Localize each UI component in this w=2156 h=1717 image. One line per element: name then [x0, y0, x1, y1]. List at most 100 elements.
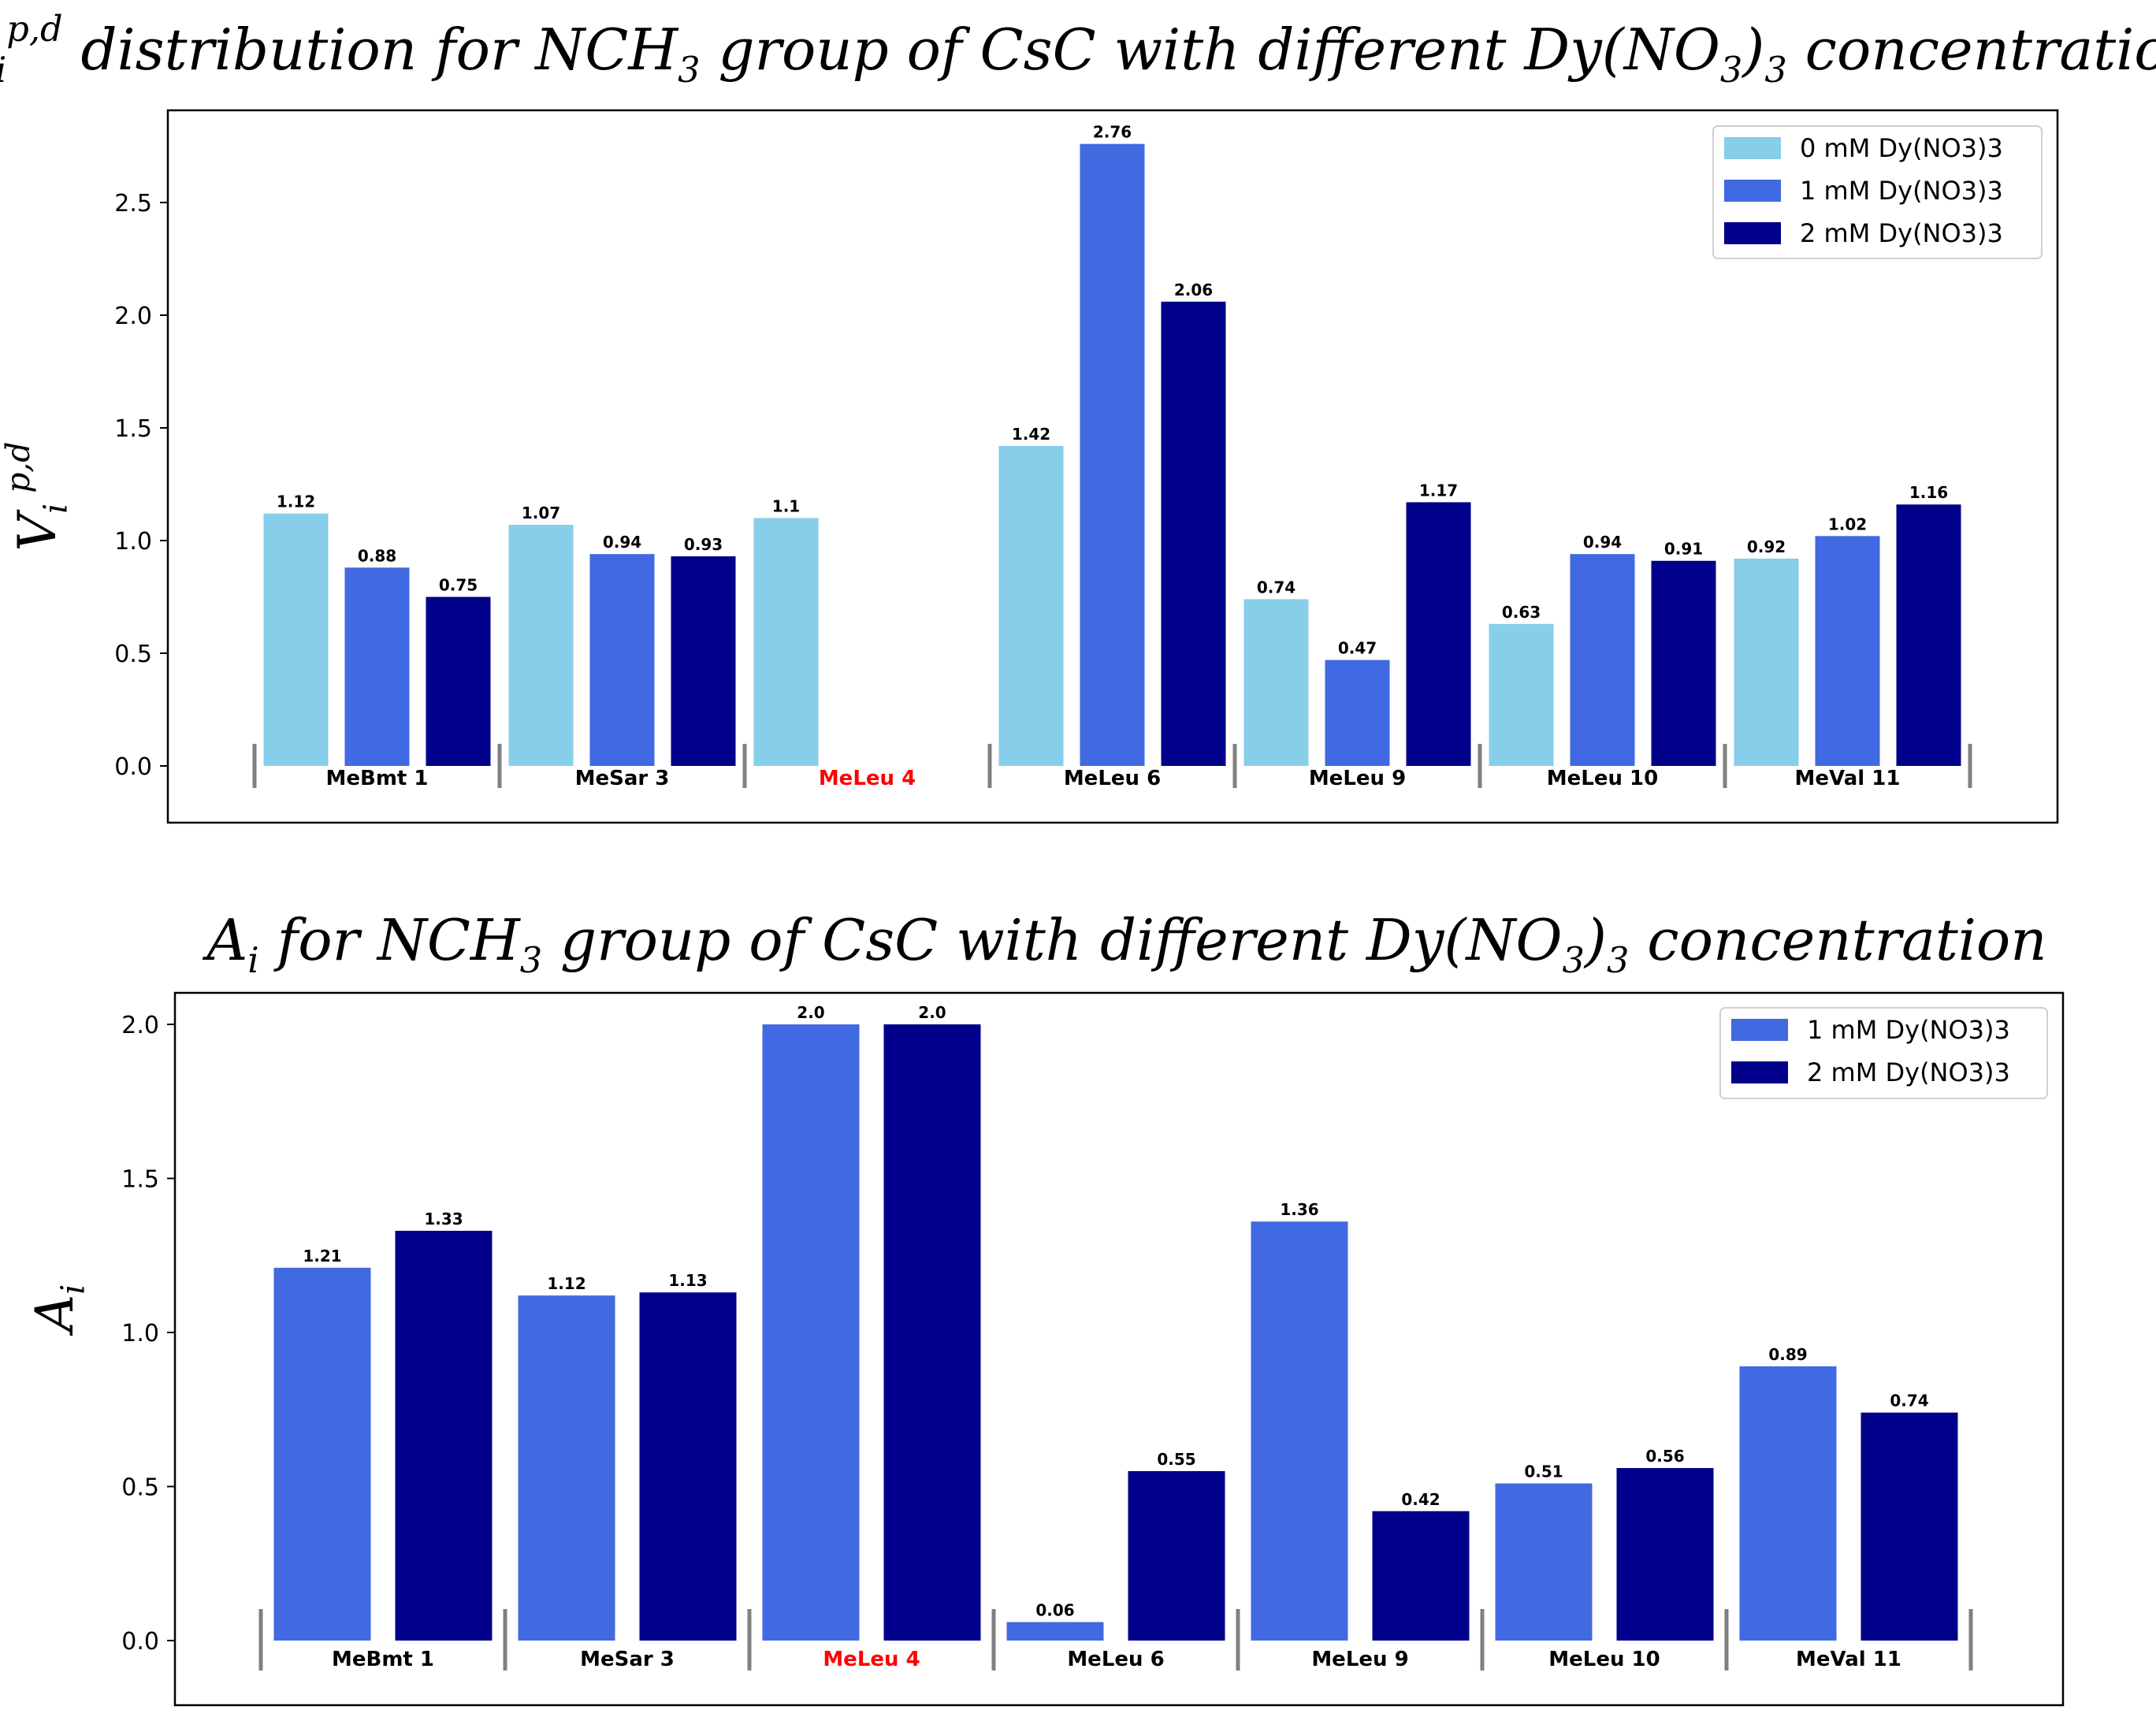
bar-value-label: 1.07 — [522, 504, 560, 522]
bar-value-label: 2.0 — [918, 1003, 946, 1022]
text-part: 3 — [1607, 940, 1629, 981]
category-label: MeVal 11 — [1795, 767, 1901, 790]
bar — [1161, 301, 1226, 767]
text-part: 3 — [1562, 940, 1584, 981]
text-part: i — [37, 504, 75, 514]
bar — [1325, 660, 1390, 766]
legend: 1 mM Dy(NO3)3 2 mM Dy(NO3)3 — [1719, 1007, 2048, 1099]
vpd-chart: Vip,d distribution for NCH3 group of CsC… — [0, 9, 2156, 824]
bar-value-label: 0.51 — [1524, 1462, 1563, 1481]
bar-value-label: 0.92 — [1747, 537, 1786, 556]
bar-value-label: 0.89 — [1768, 1345, 1807, 1364]
bar-value-label: 1.17 — [1419, 481, 1458, 500]
bar — [1570, 554, 1635, 766]
bar-value-label: 0.74 — [1257, 578, 1295, 596]
bar-value-label: 0.93 — [684, 535, 723, 554]
text-part: A — [202, 907, 247, 973]
chart-title: Ai for NCH3 group of CsC with different … — [202, 907, 2046, 981]
y-axis-label: Ai — [24, 1284, 92, 1337]
category-label: MeSar 3 — [580, 1648, 675, 1671]
bar — [1860, 1412, 1958, 1641]
bar — [1495, 1483, 1593, 1641]
bar — [263, 513, 329, 766]
legend-label: 2 mM Dy(NO3)3 — [1807, 1057, 2010, 1087]
y-tick-label: 1.5 — [114, 415, 152, 443]
bar-value-label: 2.0 — [797, 1003, 824, 1022]
category-label: MeLeu 9 — [1311, 1648, 1408, 1671]
bar — [1616, 1468, 1714, 1641]
text-part: concentration — [1629, 907, 2046, 973]
category-label: MeLeu 10 — [1547, 767, 1658, 790]
text-part: A — [24, 1295, 85, 1337]
text-part: p,d — [0, 441, 37, 503]
bar-value-label: 1.12 — [547, 1274, 585, 1293]
bar — [1815, 536, 1880, 766]
bar-value-label: 1.13 — [668, 1271, 707, 1290]
legend-label: 2 mM Dy(NO3)3 — [1800, 218, 2003, 248]
plot-area-frame — [173, 991, 2065, 1707]
bar-value-label: 1.33 — [424, 1210, 463, 1228]
y-tick-label: 2.5 — [114, 190, 152, 217]
legend-swatch — [1724, 180, 1781, 202]
text-part: 3 — [1764, 50, 1786, 91]
text-part: i — [0, 50, 6, 91]
category-label: MeBmt 1 — [326, 767, 429, 790]
bar — [1080, 143, 1145, 766]
bar — [1372, 1511, 1470, 1641]
bar — [589, 554, 655, 766]
y-tick-label: 0.5 — [114, 641, 152, 668]
bar — [1734, 558, 1799, 766]
legend-label: 1 mM Dy(NO3)3 — [1800, 176, 2003, 206]
text-part: p,d — [6, 9, 62, 50]
text-part: 3 — [1720, 50, 1742, 91]
y-tick-label: 0.0 — [114, 753, 152, 781]
text-part: ) — [1741, 17, 1764, 83]
bar-value-label: 0.74 — [1890, 1392, 1928, 1410]
bar-value-label: 1.42 — [1012, 425, 1050, 444]
text-part: i — [247, 940, 258, 981]
chart-title: Vip,d distribution for NCH3 group of CsC… — [0, 9, 2156, 91]
bar — [753, 518, 819, 766]
bar-value-label: 1.1 — [772, 496, 800, 515]
bar — [1739, 1366, 1837, 1641]
bar — [1651, 560, 1716, 766]
bar — [1896, 504, 1961, 766]
bar — [671, 556, 736, 766]
bar — [1243, 599, 1309, 766]
legend-frame — [1712, 125, 2043, 259]
legend-swatch — [1731, 1019, 1788, 1041]
bar-value-label: 0.55 — [1157, 1450, 1195, 1469]
bar-value-label: 0.91 — [1664, 540, 1703, 559]
text-part: 3 — [678, 50, 700, 91]
bar — [1489, 623, 1554, 766]
category-label: MeLeu 4 — [823, 1648, 920, 1671]
y-tick-label: 2.0 — [121, 1012, 159, 1039]
bar — [883, 1024, 981, 1641]
bar-value-label: 1.02 — [1828, 515, 1867, 533]
bar-value-label: 0.56 — [1645, 1447, 1684, 1466]
category-label: MeLeu 10 — [1548, 1648, 1660, 1671]
text-part: i — [54, 1284, 92, 1295]
bar-value-label: 0.63 — [1502, 603, 1541, 622]
bar — [273, 1267, 371, 1641]
bar — [639, 1292, 737, 1641]
bar — [1406, 502, 1471, 766]
y-tick-label: 1.0 — [114, 528, 152, 556]
legend: 0 mM Dy(NO3)3 1 mM Dy(NO3)3 2 mM Dy(NO3)3 — [1712, 125, 2043, 259]
legend-label: 1 mM Dy(NO3)3 — [1807, 1015, 2010, 1045]
bar-value-label: 0.75 — [439, 576, 478, 595]
text-part: concentration — [1787, 17, 2156, 83]
y-tick-label: 0.0 — [121, 1628, 159, 1656]
category-label: MeSar 3 — [575, 767, 670, 790]
text-part: distribution for NCH — [63, 17, 679, 83]
bar-value-label: 0.42 — [1401, 1490, 1440, 1509]
bar — [998, 445, 1064, 766]
bar-value-label: 2.06 — [1174, 281, 1213, 299]
bar — [1006, 1622, 1104, 1641]
bar — [1128, 1470, 1225, 1641]
category-label: MeBmt 1 — [332, 1648, 434, 1671]
y-tick-label: 2.0 — [114, 303, 152, 330]
bar-value-label: 1.16 — [1909, 483, 1948, 502]
legend-swatch — [1731, 1061, 1788, 1083]
